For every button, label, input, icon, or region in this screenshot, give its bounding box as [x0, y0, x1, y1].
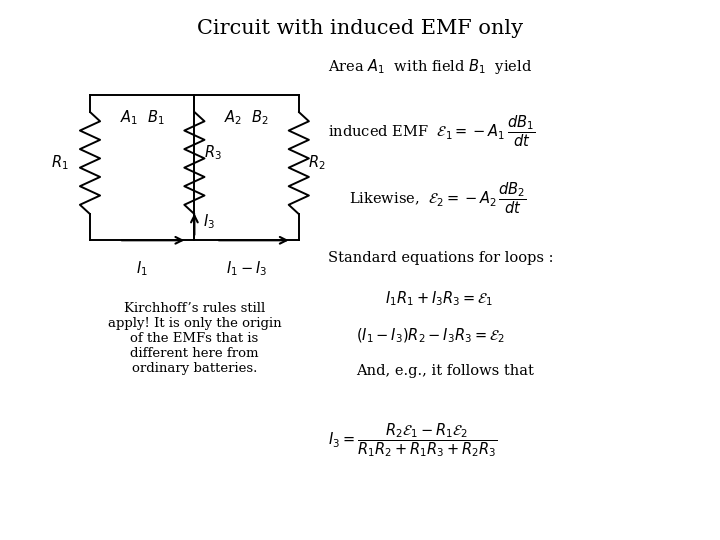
Text: $R_3$: $R_3$ [204, 143, 222, 161]
Text: $R_2$: $R_2$ [308, 154, 325, 172]
Text: Standard equations for loops :: Standard equations for loops : [328, 251, 553, 265]
Text: Kirchhoff’s rules still
apply! It is only the origin
of the EMFs that is
differe: Kirchhoff’s rules still apply! It is onl… [107, 302, 282, 375]
Text: $(I_1 - I_3)R_2 - I_3 R_3 = \mathcal{E}_2$: $(I_1 - I_3)R_2 - I_3 R_3 = \mathcal{E}_… [356, 327, 505, 345]
Text: $I_1 - I_3$: $I_1 - I_3$ [226, 259, 267, 278]
Text: $I_1$: $I_1$ [136, 259, 148, 278]
Text: $I_1 R_1 + I_3 R_3 = \mathcal{E}_1$: $I_1 R_1 + I_3 R_3 = \mathcal{E}_1$ [385, 289, 494, 308]
Text: Likewise,  $\mathcal{E}_2 = -A_2\,\dfrac{dB_2}{dt}$: Likewise, $\mathcal{E}_2 = -A_2\,\dfrac{… [349, 181, 527, 216]
Text: induced EMF  $\mathcal{E}_1 = -A_1\,\dfrac{dB_1}{dt}$: induced EMF $\mathcal{E}_1 = -A_1\,\dfra… [328, 113, 535, 148]
Text: Circuit with induced EMF only: Circuit with induced EMF only [197, 19, 523, 38]
Text: $A_1\ \ B_1$: $A_1\ \ B_1$ [120, 108, 165, 127]
Text: Area $A_1$  with field $B_1$  yield: Area $A_1$ with field $B_1$ yield [328, 57, 531, 76]
Text: $I_3 = \dfrac{R_2\mathcal{E}_1 - R_1\mathcal{E}_2}{R_1 R_2 + R_1 R_3 + R_2 R_3}$: $I_3 = \dfrac{R_2\mathcal{E}_1 - R_1\mat… [328, 421, 498, 459]
Text: $R_1$: $R_1$ [50, 154, 68, 172]
Text: And, e.g., it follows that: And, e.g., it follows that [356, 364, 534, 379]
Text: $A_2\ \ B_2$: $A_2\ \ B_2$ [224, 108, 269, 127]
Text: $I_3$: $I_3$ [203, 212, 215, 231]
